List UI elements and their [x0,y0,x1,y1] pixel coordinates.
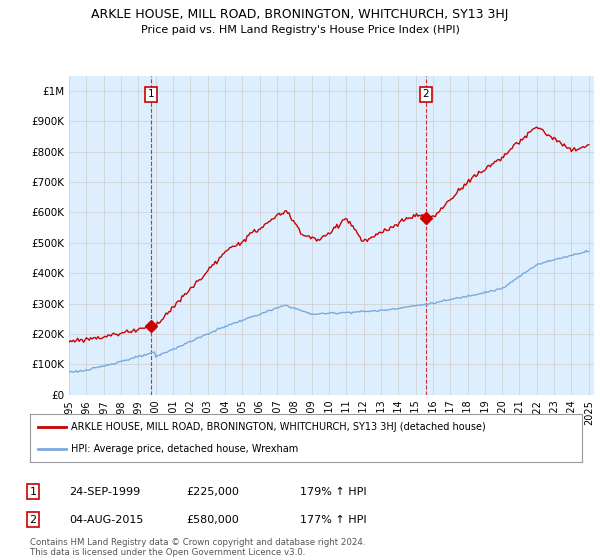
Text: ARKLE HOUSE, MILL ROAD, BRONINGTON, WHITCHURCH, SY13 3HJ (detached house): ARKLE HOUSE, MILL ROAD, BRONINGTON, WHIT… [71,422,486,432]
Text: Contains HM Land Registry data © Crown copyright and database right 2024.
This d: Contains HM Land Registry data © Crown c… [30,538,365,557]
Text: £225,000: £225,000 [186,487,239,497]
Text: 2: 2 [29,515,37,525]
Text: HPI: Average price, detached house, Wrexham: HPI: Average price, detached house, Wrex… [71,444,299,454]
Text: 2: 2 [422,89,429,99]
Text: 177% ↑ HPI: 177% ↑ HPI [300,515,367,525]
Text: 24-SEP-1999: 24-SEP-1999 [69,487,140,497]
Text: ARKLE HOUSE, MILL ROAD, BRONINGTON, WHITCHURCH, SY13 3HJ: ARKLE HOUSE, MILL ROAD, BRONINGTON, WHIT… [91,8,509,21]
Text: 1: 1 [148,89,154,99]
Text: Price paid vs. HM Land Registry's House Price Index (HPI): Price paid vs. HM Land Registry's House … [140,25,460,35]
Text: 179% ↑ HPI: 179% ↑ HPI [300,487,367,497]
Text: £580,000: £580,000 [186,515,239,525]
Text: 04-AUG-2015: 04-AUG-2015 [69,515,143,525]
Text: 1: 1 [29,487,37,497]
